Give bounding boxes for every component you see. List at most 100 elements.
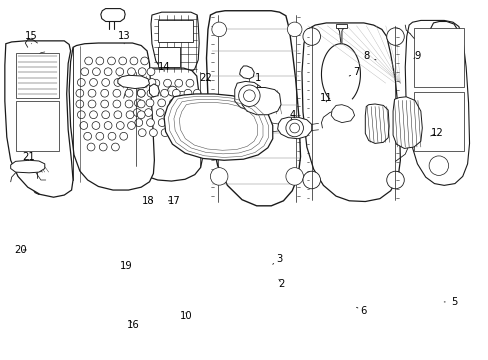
Circle shape	[120, 132, 127, 140]
Circle shape	[89, 78, 97, 86]
Polygon shape	[16, 101, 59, 151]
Polygon shape	[158, 46, 180, 67]
Circle shape	[88, 89, 96, 97]
Circle shape	[76, 100, 83, 108]
Circle shape	[158, 119, 166, 126]
Polygon shape	[130, 68, 203, 181]
Circle shape	[137, 111, 145, 119]
Circle shape	[126, 78, 134, 86]
Circle shape	[190, 109, 198, 117]
Circle shape	[137, 89, 145, 97]
Polygon shape	[29, 43, 59, 194]
Circle shape	[149, 129, 157, 136]
Circle shape	[243, 90, 255, 102]
Polygon shape	[69, 43, 154, 190]
Circle shape	[80, 122, 87, 129]
Circle shape	[125, 100, 133, 108]
Text: 21: 21	[22, 152, 35, 162]
Circle shape	[161, 129, 169, 136]
Polygon shape	[165, 88, 175, 94]
Circle shape	[169, 99, 177, 107]
Circle shape	[428, 156, 447, 175]
Circle shape	[138, 78, 146, 86]
Circle shape	[141, 57, 148, 65]
Polygon shape	[277, 117, 311, 139]
Text: 11: 11	[319, 93, 332, 103]
Circle shape	[88, 100, 96, 108]
Circle shape	[92, 122, 100, 129]
Polygon shape	[118, 75, 149, 89]
Circle shape	[285, 168, 303, 185]
Circle shape	[113, 89, 121, 97]
Polygon shape	[302, 23, 400, 202]
Circle shape	[185, 79, 193, 87]
Polygon shape	[413, 92, 463, 151]
Text: 13: 13	[118, 31, 130, 44]
Circle shape	[101, 100, 108, 108]
Circle shape	[134, 99, 142, 107]
Circle shape	[133, 109, 141, 117]
Circle shape	[179, 109, 186, 117]
Circle shape	[158, 99, 165, 107]
Text: 4: 4	[288, 111, 295, 121]
Circle shape	[149, 89, 157, 97]
Polygon shape	[239, 66, 254, 79]
Polygon shape	[234, 81, 264, 110]
Circle shape	[148, 78, 156, 86]
Circle shape	[119, 57, 126, 65]
Polygon shape	[11, 160, 45, 173]
Circle shape	[144, 109, 152, 117]
Circle shape	[87, 143, 95, 151]
Circle shape	[193, 89, 201, 97]
Circle shape	[81, 68, 88, 76]
Circle shape	[167, 86, 177, 96]
Circle shape	[113, 100, 121, 108]
Polygon shape	[149, 84, 159, 97]
Text: 10: 10	[180, 311, 192, 321]
Circle shape	[138, 129, 146, 136]
Circle shape	[108, 132, 116, 140]
Circle shape	[238, 85, 260, 107]
Text: 16: 16	[127, 320, 140, 329]
Text: 15: 15	[25, 31, 38, 44]
Circle shape	[125, 89, 133, 97]
Circle shape	[141, 79, 148, 87]
Text: 6: 6	[356, 306, 366, 316]
Circle shape	[84, 57, 92, 65]
Circle shape	[83, 132, 91, 140]
Circle shape	[77, 78, 85, 86]
Circle shape	[169, 119, 177, 126]
Circle shape	[116, 68, 123, 76]
Text: 3: 3	[272, 254, 282, 264]
Circle shape	[127, 68, 135, 76]
Circle shape	[77, 111, 85, 119]
Circle shape	[152, 79, 160, 87]
Circle shape	[127, 122, 135, 129]
Circle shape	[167, 109, 175, 117]
Text: 8: 8	[363, 51, 375, 61]
Polygon shape	[430, 22, 457, 62]
Circle shape	[116, 122, 124, 129]
Circle shape	[303, 28, 320, 45]
Circle shape	[135, 119, 142, 126]
Circle shape	[172, 89, 180, 97]
Circle shape	[147, 89, 155, 97]
Text: 14: 14	[158, 62, 170, 72]
Polygon shape	[16, 53, 59, 98]
Circle shape	[172, 129, 180, 136]
Circle shape	[211, 22, 226, 37]
Circle shape	[114, 78, 122, 86]
Text: 1: 1	[254, 73, 260, 87]
Circle shape	[102, 78, 109, 86]
Polygon shape	[413, 28, 463, 87]
Polygon shape	[151, 12, 199, 74]
Circle shape	[96, 132, 103, 140]
Circle shape	[89, 111, 97, 119]
Polygon shape	[405, 21, 468, 185]
Text: 22: 22	[199, 73, 211, 83]
Circle shape	[76, 89, 83, 97]
Text: 2: 2	[278, 279, 284, 289]
Circle shape	[101, 89, 108, 97]
Circle shape	[289, 123, 299, 133]
Circle shape	[181, 119, 188, 126]
